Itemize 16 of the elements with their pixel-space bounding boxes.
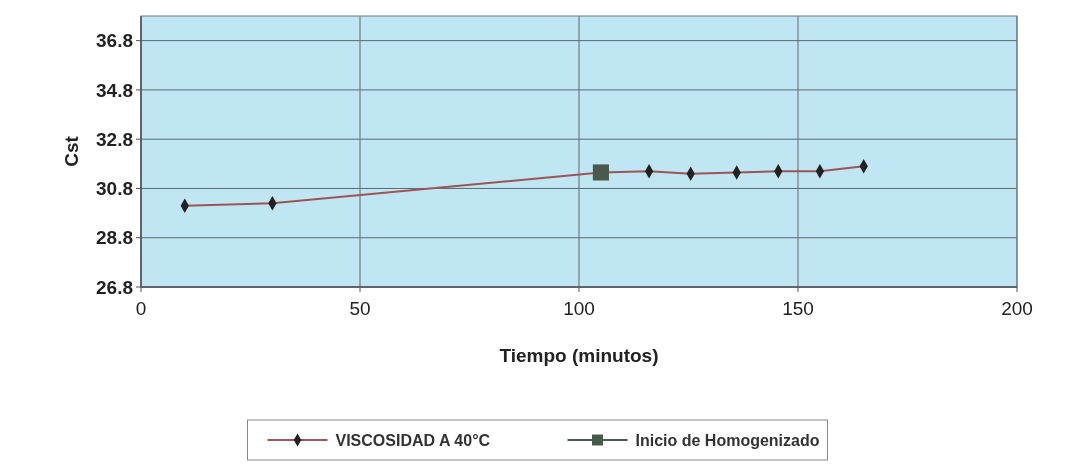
y-tick-label: 34.8: [96, 79, 133, 101]
y-tick-label: 30.8: [96, 178, 133, 200]
point: [592, 164, 609, 181]
y-tick-label: 28.8: [96, 227, 133, 249]
y-axis-title: Cst: [61, 135, 82, 167]
y-tick-label: 32.8: [96, 128, 133, 150]
y-tick-label: 26.8: [96, 276, 133, 298]
y-tick-label: 36.8: [96, 30, 133, 52]
legend-label: Inicio de Homogenizado: [635, 431, 820, 449]
x-tick-label: 200: [1001, 298, 1033, 319]
legend-label: VISCOSIDAD A 40°C: [335, 431, 491, 449]
x-tick-label: 100: [563, 298, 595, 319]
x-axis-title: Tiempo (minutos): [499, 345, 659, 366]
x-tick-label: 50: [349, 298, 371, 319]
x-tick-label: 150: [782, 298, 814, 319]
x-tick-label: 0: [135, 298, 147, 319]
